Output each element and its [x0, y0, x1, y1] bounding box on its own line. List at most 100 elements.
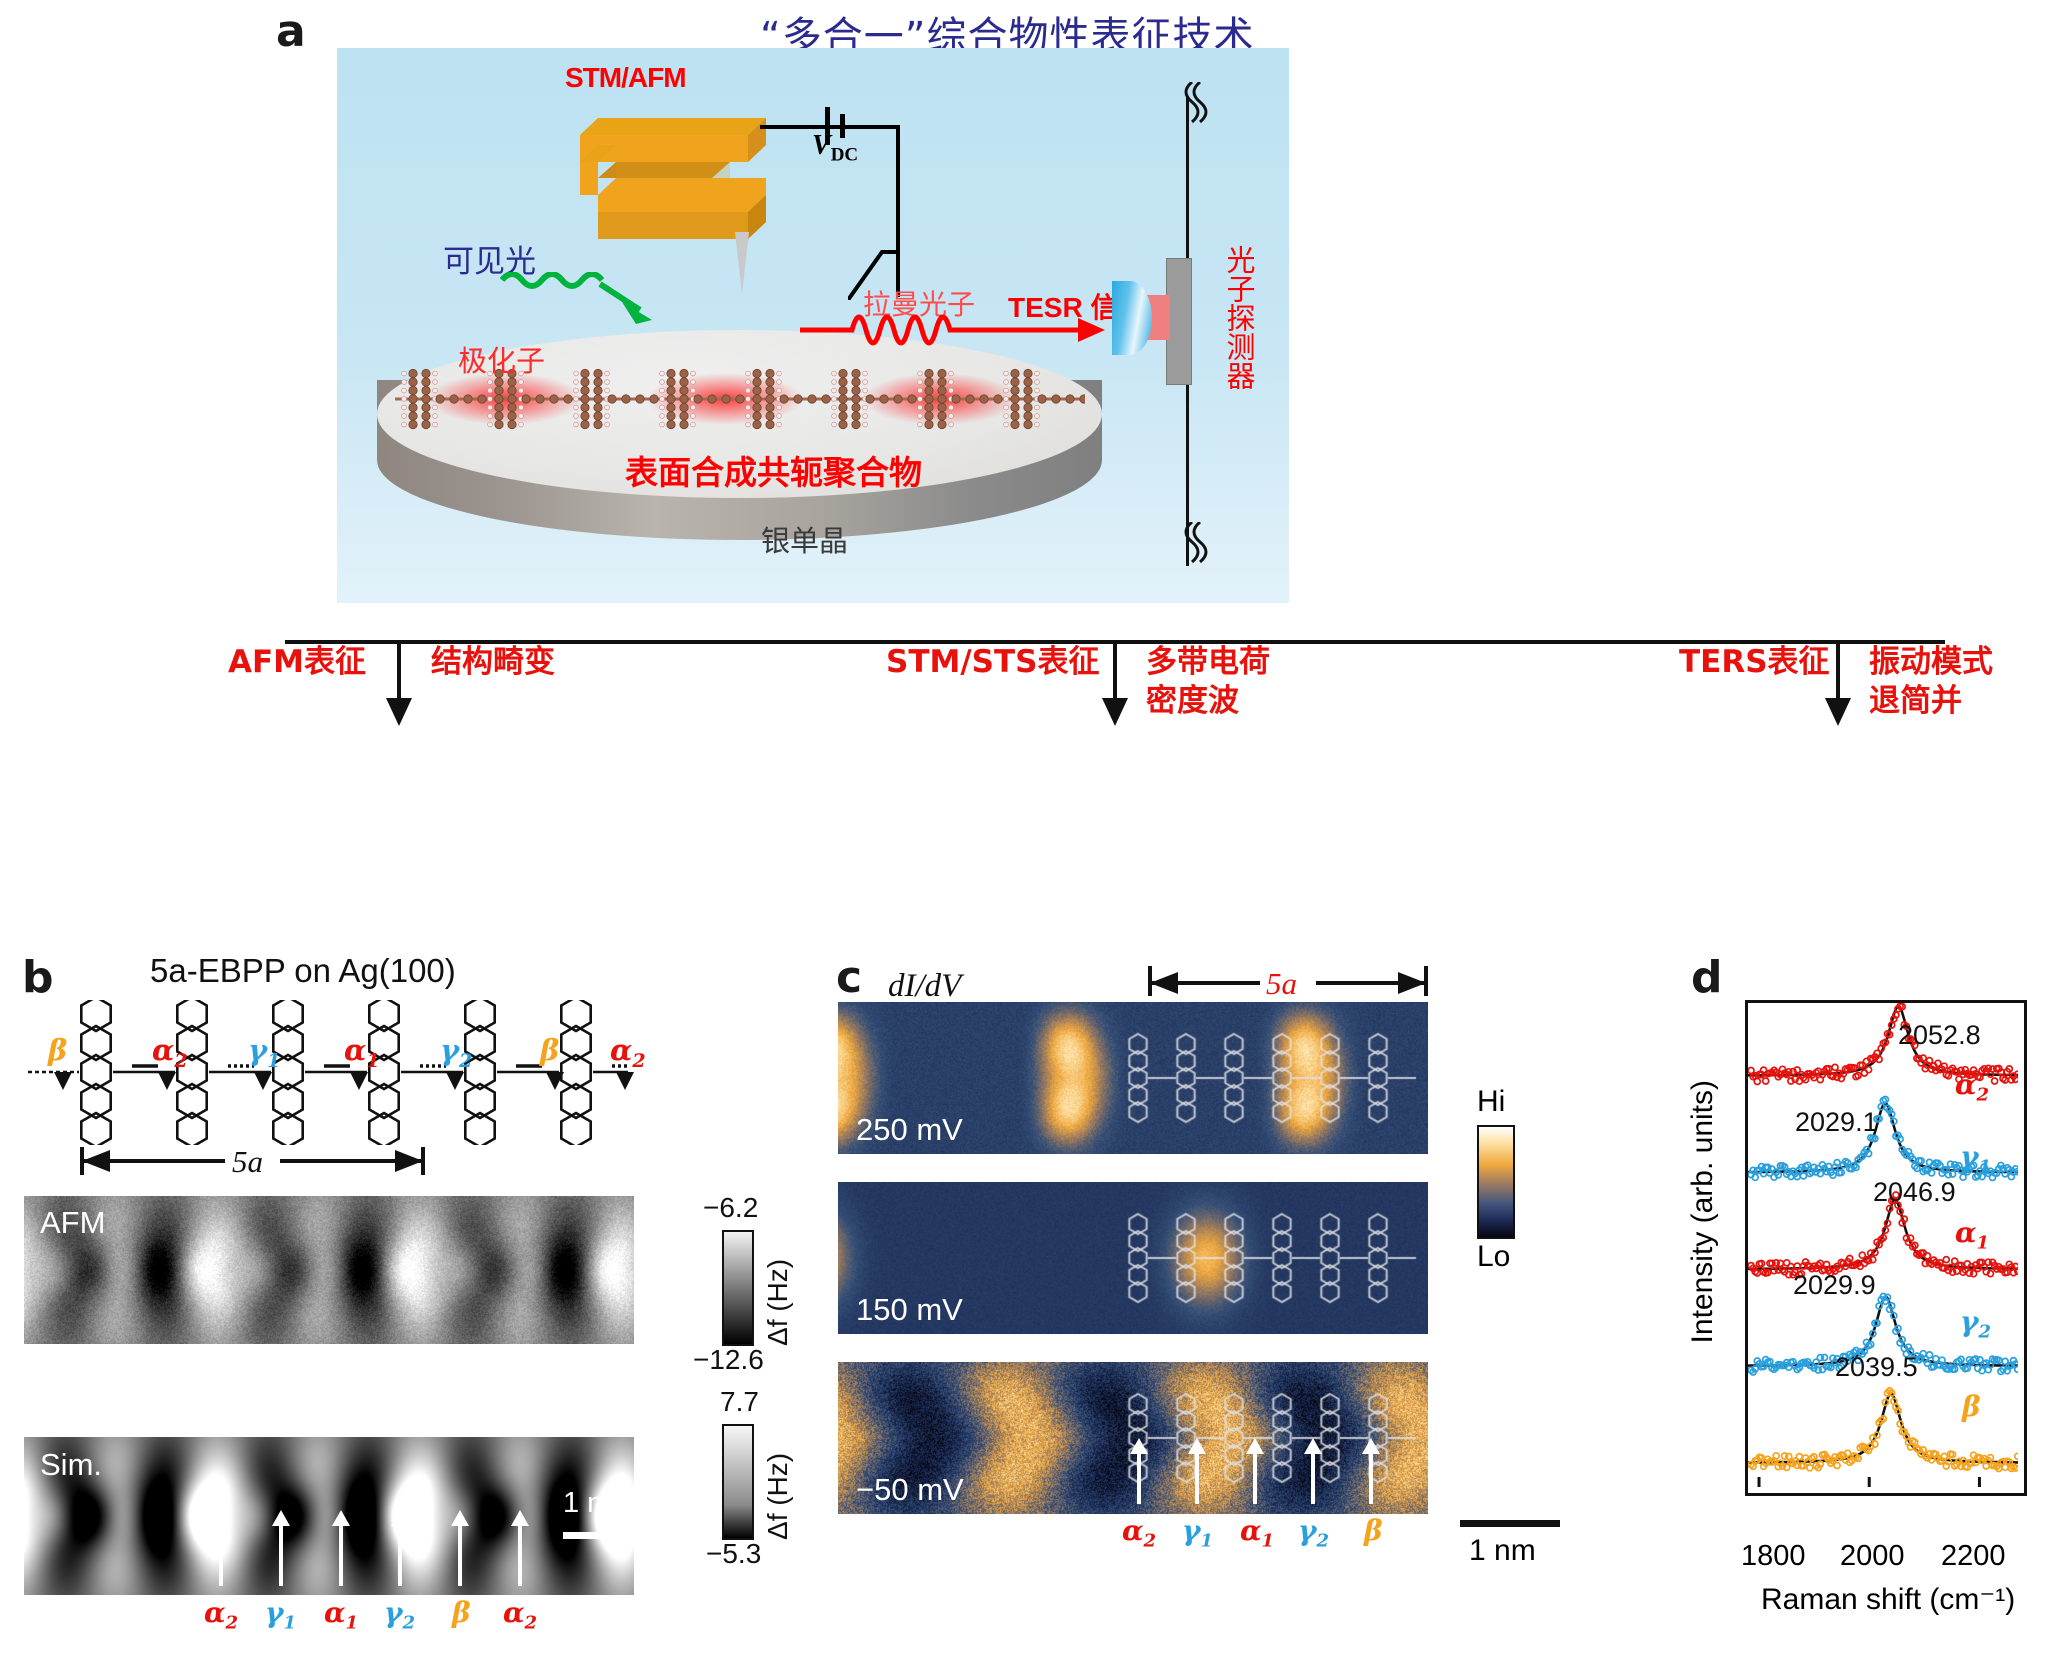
- c-under-label-0: α2: [1122, 1514, 1156, 1552]
- sim-under-label-0: α2: [204, 1596, 238, 1634]
- polymer-label: 表面合成共轭聚合物: [625, 446, 922, 494]
- flow-stem-ters: [1836, 644, 1840, 702]
- afm-colorbar: [722, 1230, 754, 1346]
- sim-arrow-0: [219, 1524, 223, 1586]
- scalebar-b-label: 1 nm: [563, 1487, 627, 1520]
- sim-under-label-4: β: [452, 1596, 471, 1629]
- flow-head-ters: [1825, 698, 1851, 726]
- raman-series-label-0: α2: [1955, 1068, 1989, 1106]
- bias-dc: DC: [831, 145, 858, 166]
- sim-arrow-4: [458, 1524, 462, 1586]
- raman-y-axis-label: Intensity (arb. units): [1686, 1080, 1720, 1343]
- lattice-scale-indicator-c: 5a: [1148, 966, 1428, 996]
- c-colorbar-high: Hi: [1477, 1085, 1505, 1119]
- flow-result-afm: 结构畸变: [431, 645, 555, 680]
- raman-xtick-0: 1800: [1741, 1540, 1806, 1573]
- sim-colorbar-axis: Δf (Hz): [762, 1422, 794, 1540]
- raman-peak-label-3: 2029.9: [1793, 1270, 1876, 1301]
- struct-arrow-3: [350, 1072, 368, 1090]
- panel-b-letter: b: [22, 952, 54, 1003]
- svg-text:5a: 5a: [232, 1145, 263, 1177]
- green-light-arrow-icon: [500, 272, 680, 342]
- raman-series-label-1: γ1: [1960, 1140, 1991, 1178]
- panel-c-letter: c: [836, 952, 862, 1003]
- c-arrow-2: [1253, 1452, 1257, 1504]
- flow-result-stm-2: 密度波: [1146, 684, 1239, 719]
- struct-arrow-5: [546, 1072, 564, 1090]
- raman-peak-label-1: 2029.1: [1795, 1107, 1878, 1138]
- struct-label-1: α2: [152, 1033, 188, 1072]
- raman-series-label-3: γ2: [1960, 1305, 1991, 1343]
- raman-series-label-2: α1: [1955, 1216, 1989, 1254]
- struct-label-2: γ1: [248, 1033, 280, 1072]
- sim-arrow-5: [518, 1524, 522, 1586]
- period-label-c: 5a: [1266, 966, 1297, 996]
- sim-colorbar-min: −5.3: [706, 1538, 761, 1570]
- struct-arrow-6: [616, 1072, 634, 1090]
- c-under-label-4: β: [1364, 1514, 1383, 1547]
- bias-v: V: [812, 130, 831, 161]
- scalebar-c-label: 1 nm: [1469, 1534, 1536, 1568]
- afm-image: [24, 1196, 634, 1344]
- wire-break-top-icon: [1176, 82, 1210, 124]
- c-arrow-4: [1369, 1452, 1373, 1504]
- raman-x-axis-label: Raman shift (cm⁻¹): [1761, 1582, 2015, 1617]
- c-colorbar: [1477, 1125, 1515, 1239]
- struct-label-3: α1: [344, 1033, 380, 1072]
- sim-arrow-1: [279, 1524, 283, 1586]
- struct-arrow-4: [446, 1072, 464, 1090]
- c-under-label-3: γ2: [1298, 1514, 1329, 1552]
- afm-colorbar-axis: Δf (Hz): [762, 1228, 794, 1346]
- raman-series-label-4: β: [1962, 1390, 1981, 1423]
- struct-arrow-0: [54, 1072, 72, 1090]
- struct-arrow-1: [158, 1072, 176, 1090]
- sim-arrow-3: [398, 1524, 402, 1586]
- sim-under-label-3: γ2: [384, 1596, 415, 1634]
- tuning-fork-icon: [570, 100, 790, 260]
- substrate-label: 银单晶: [761, 518, 848, 560]
- sim-arrow-2: [339, 1524, 343, 1586]
- sim-under-label-2: α1: [324, 1596, 358, 1634]
- afm-colorbar-min: −12.6: [693, 1344, 764, 1376]
- c-under-label-2: α1: [1240, 1514, 1274, 1552]
- scalebar-c: [1460, 1520, 1560, 1527]
- afm-image-label: AFM: [40, 1205, 105, 1241]
- sim-image: [24, 1437, 634, 1595]
- raman-peak-label-0: 2052.8: [1898, 1020, 1981, 1051]
- flow-result-ters-1: 振动模式: [1869, 645, 1993, 680]
- panel-d-letter: d: [1691, 952, 1723, 1003]
- struct-arrow-2: [254, 1072, 272, 1090]
- photodetector-label: 光子探测器: [1218, 245, 1260, 390]
- flow-stem-stm: [1113, 644, 1117, 702]
- scalebar-b: [563, 1532, 629, 1539]
- bias-label-250mv: 250 mV: [856, 1112, 963, 1148]
- flow-result-ters-2: 退简并: [1869, 684, 1962, 719]
- flow-stem-afm: [397, 644, 401, 702]
- panel-a-letter: a: [276, 6, 306, 57]
- raman-peak-label-4: 2039.5: [1835, 1352, 1918, 1383]
- sim-under-label-1: γ1: [265, 1596, 296, 1634]
- raman-peak-label-2: 2046.9: [1873, 1177, 1956, 1208]
- didv-map-label: dI/dV: [888, 968, 961, 1005]
- lattice-scale-indicator-b: 5a: [80, 1145, 425, 1177]
- flow-technique-ters: TERS表征: [1679, 645, 1830, 680]
- flow-technique-afm: AFM表征: [228, 645, 366, 680]
- sim-colorbar: [722, 1424, 754, 1540]
- afm-colorbar-max: −6.2: [703, 1192, 758, 1224]
- sim-under-label-5: α2: [503, 1596, 537, 1634]
- c-colorbar-low: Lo: [1477, 1240, 1510, 1274]
- flow-technique-stm: STM/STS表征: [886, 645, 1099, 680]
- sim-image-label: Sim.: [40, 1447, 102, 1483]
- polaron-label: 极化子: [458, 338, 545, 380]
- c-arrow-1: [1195, 1452, 1199, 1504]
- c-arrow-3: [1311, 1452, 1315, 1504]
- bias-label-150mv: 150 mV: [856, 1292, 963, 1328]
- molecular-structure-diagram: [28, 1000, 628, 1145]
- raman-xtick-1: 2000: [1840, 1540, 1905, 1573]
- flow-head-stm: [1102, 698, 1128, 726]
- struct-label-0: β: [48, 1033, 67, 1067]
- c-under-label-1: γ1: [1182, 1514, 1213, 1552]
- raman-xtick-2: 2200: [1941, 1540, 2006, 1573]
- struct-label-4: γ2: [440, 1033, 472, 1072]
- flow-result-stm-1: 多带电荷: [1146, 645, 1270, 680]
